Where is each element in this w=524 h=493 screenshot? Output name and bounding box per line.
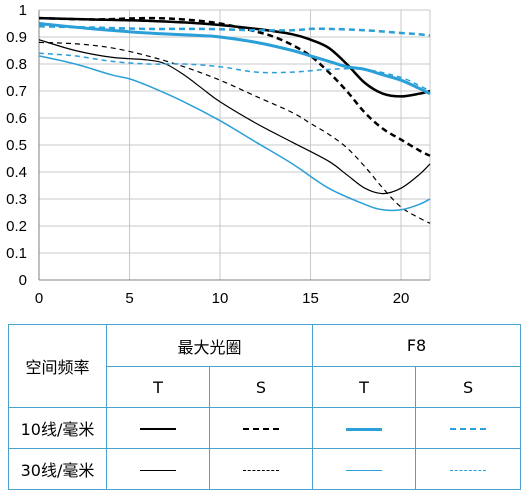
y-tick-label: 0.4 (6, 164, 27, 181)
chart-axes (38, 10, 430, 281)
legend-swatch-10-s-f8 (415, 407, 522, 449)
legend-col-t-max: T (106, 366, 210, 408)
mtf-chart: 00.10.20.30.40.50.60.70.80.910 5 10 15 20 (6, 2, 431, 307)
legend-swatch-10-s-max (208, 407, 314, 449)
legend-swatch-10-t-max (106, 407, 210, 449)
x-tick-label: 20 (393, 290, 410, 307)
legend-swatch-30-s-f8 (415, 448, 522, 490)
y-tick-label: 0 (19, 272, 27, 289)
chart-series (38, 16, 431, 224)
legend-group-f8: F8 (312, 324, 522, 367)
legend-row-30lpmm: 30线/毫米 (8, 448, 107, 490)
series-line-4 (38, 24, 431, 37)
series-line-2 (38, 16, 431, 157)
legend-col-s-f8: S (415, 366, 522, 408)
chart-grid (38, 9, 431, 281)
y-tick-label: 0.8 (6, 56, 27, 73)
series-line-3 (38, 22, 431, 96)
x-tick-label: 15 (302, 290, 319, 307)
legend-swatch-10-t-f8 (312, 407, 417, 449)
series-line-5 (38, 39, 431, 195)
x-tick-label: 0 (35, 290, 43, 307)
legend-table: 空间频率 最大光圈 F8 T S T S 10线/毫米 30线/毫米 (8, 324, 522, 490)
series-line-6 (38, 41, 431, 224)
y-tick-label: 0.6 (6, 110, 27, 127)
legend-swatch-30-s-max (208, 448, 314, 490)
legend-row-10lpmm: 10线/毫米 (8, 407, 107, 449)
legend-group-max-aperture: 最大光圈 (105, 324, 314, 367)
series-line-1 (38, 16, 431, 98)
y-tick-label: 0.5 (6, 137, 27, 154)
x-tick-label: 5 (125, 290, 133, 307)
chart-tick-labels: 00.10.20.30.40.50.60.70.80.910 5 10 15 20 (6, 2, 409, 307)
legend-swatch-30-t-max (106, 448, 210, 490)
legend-col-t-f8: T (312, 366, 417, 408)
series-line-7 (38, 55, 431, 212)
series-line-8 (38, 52, 431, 92)
y-tick-label: 0.1 (6, 245, 27, 262)
y-tick-label: 0.3 (6, 191, 27, 208)
x-tick-label: 10 (212, 290, 229, 307)
legend-row-header: 空间频率 (8, 324, 107, 408)
legend-col-s-max: S (208, 366, 314, 408)
legend-swatch-30-t-f8 (312, 448, 417, 490)
y-tick-label: 0.7 (6, 83, 27, 100)
y-tick-label: 0.9 (6, 29, 27, 46)
y-tick-label: 0.2 (6, 218, 27, 235)
y-tick-label: 1 (19, 2, 27, 19)
